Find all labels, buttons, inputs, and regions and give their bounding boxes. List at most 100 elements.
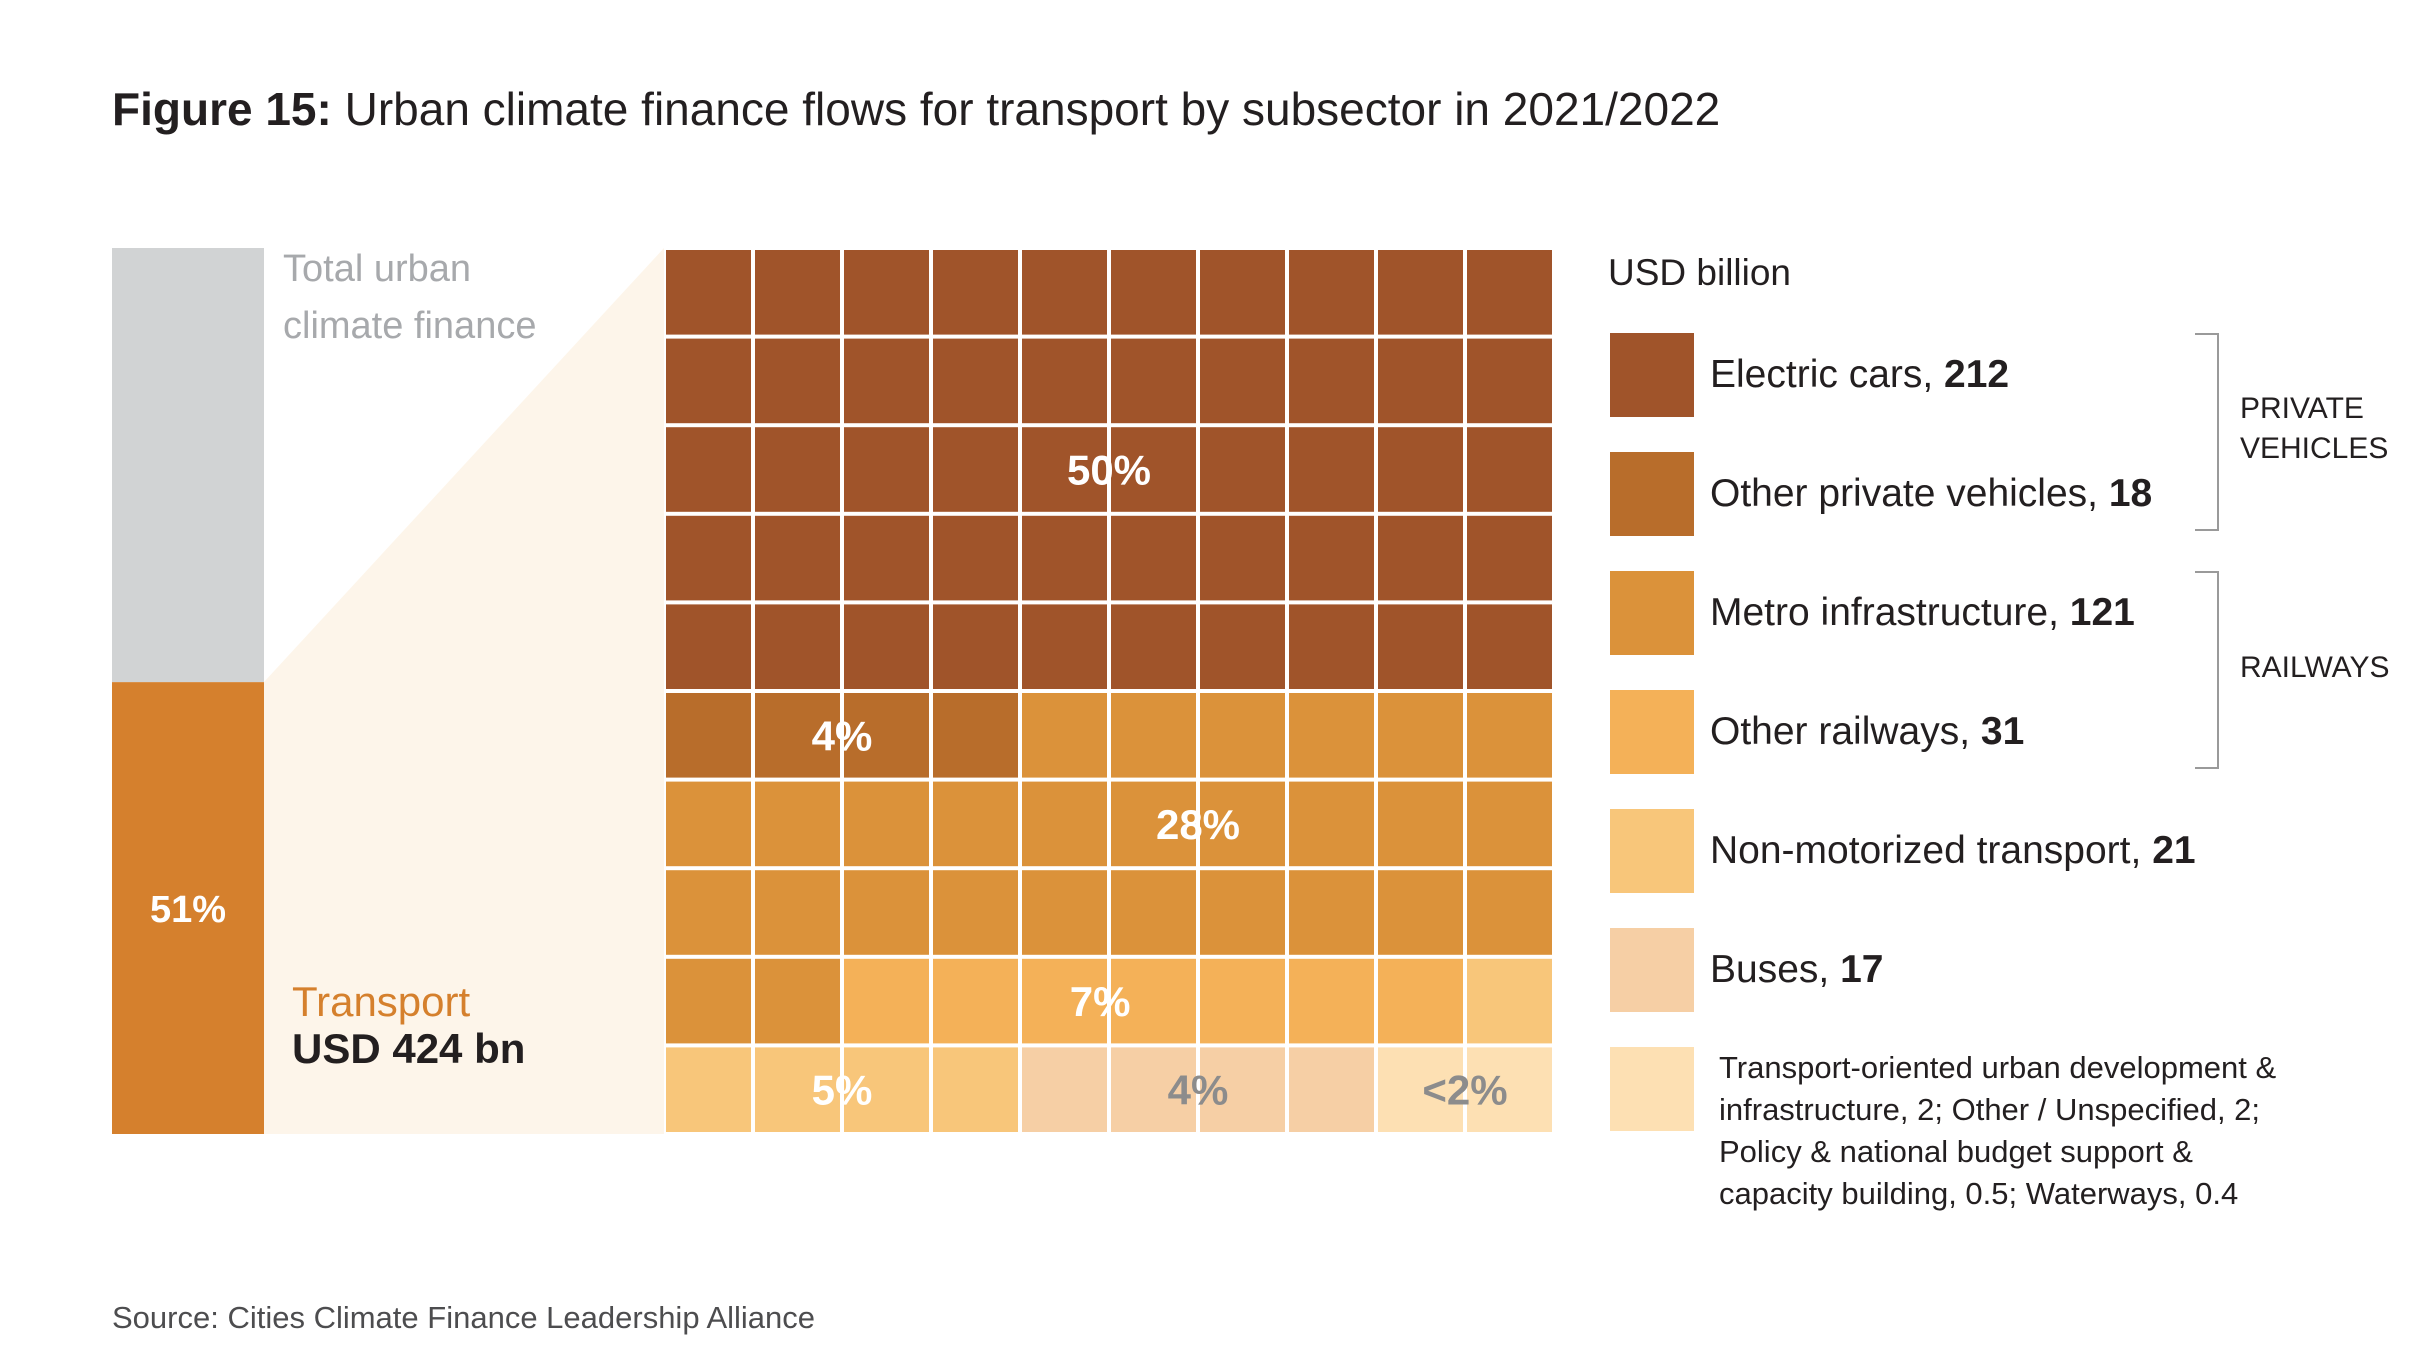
waffle-cell-electric-cars [1378,250,1463,335]
legend-item-non-motorized-transport: Non-motorized transport, 21 [1610,809,2390,893]
waffle-cell-metro-infrastructure [1111,870,1196,955]
waffle-percent-label-non-motorized-transport: 5% [812,1067,873,1114]
legend-swatch-electric-cars [1610,333,1694,417]
waffle-cell-electric-cars [1111,427,1196,512]
legend-label-metro-infrastructure: Metro infrastructure, 121 [1710,591,2135,634]
waffle-cell-metro-infrastructure [755,870,840,955]
waffle-cell-electric-cars [1378,427,1463,512]
waffle-cell-electric-cars [1289,515,1374,601]
waffle-cell-electric-cars [1467,515,1552,601]
waffle-cell-buses [1111,1047,1196,1132]
waffle-percent-label-buses: 4% [1168,1067,1229,1114]
total-label-line2: climate finance [283,305,536,347]
legend-note-line: infrastructure, 2; Other / Unspecified, … [1719,1092,2261,1127]
waffle-cell-metro-infrastructure [844,870,929,955]
waffle-cell-electric-cars [933,250,1018,335]
waffle-cell-other-railways [1289,958,1374,1044]
waffle-cell-electric-cars [1378,515,1463,601]
waffle-cell-metro-infrastructure [1289,781,1374,867]
waffle-cell-metro-infrastructure [1467,870,1552,955]
waffle-cell-other-private-vehicles [755,693,840,778]
waffle-cell-electric-cars [1289,250,1374,335]
waffle-cell-other-railways [933,958,1018,1044]
waffle-cell-metro-infrastructure [755,781,840,867]
waffle-percent-label-other: <2% [1422,1067,1507,1114]
waffle-cell-other [1467,1047,1552,1132]
waffle-cell-electric-cars [844,338,929,424]
waffle-cell-electric-cars [1289,427,1374,512]
waffle-cell-electric-cars [1378,604,1463,689]
transport-label: Transport [292,978,471,1025]
legend-item-metro-infrastructure: Metro infrastructure, 121 [1610,571,2390,655]
legend-swatch-buses [1610,928,1694,1012]
waffle-cell-metro-infrastructure [1378,870,1463,955]
waffle-cell-metro-infrastructure [666,870,751,955]
waffle-percent-labels: 50% 4% 28% 7% 5% 4% <2% [812,447,1508,1114]
total-label-line1: Total urban [283,248,471,290]
waffle-cell-non-motorized-transport [755,1047,840,1132]
waffle-cell-electric-cars [844,250,929,335]
legend-label-electric-cars: Electric cars, 212 [1710,353,2010,396]
waffle-cell-other-private-vehicles [666,693,751,778]
waffle-cell-electric-cars [1111,515,1196,601]
stacked-bar-labels: 51% Total urban climate finance Transpor… [150,248,537,1072]
waffle-cell-non-motorized-transport [1467,958,1552,1044]
waffle-cell-metro-infrastructure [1200,870,1285,955]
waffle-cell-electric-cars [933,338,1018,424]
waffle-cell-metro-infrastructure [933,870,1018,955]
waffle-cell-electric-cars [933,604,1018,689]
bracket-railways [2195,571,2219,769]
waffle-cell-electric-cars [1200,604,1285,689]
waffle-cell-other-railways [1022,958,1107,1044]
legend-swatch-other-private-vehicles [1610,452,1694,536]
waffle-cell-other-railways [1111,958,1196,1044]
chart-title: Figure 15: Urban climate finance flows f… [112,82,1720,136]
legend-item-other-railways: Other railways, 31 [1610,690,2390,774]
waffle-cell-electric-cars [1200,427,1285,512]
waffle-cell-electric-cars [755,427,840,512]
waffle-cell-buses [1022,1047,1107,1132]
waffle-cell-metro-infrastructure [1022,693,1107,778]
waffle-cell-metro-infrastructure [1022,781,1107,867]
funnel-connector [264,248,664,1134]
waffle-cell-metro-infrastructure [1111,693,1196,778]
waffle-cell-non-motorized-transport [933,1047,1018,1132]
waffle-cell-metro-infrastructure [1378,781,1463,867]
waffle-cell-metro-infrastructure [1467,693,1552,778]
legend-item-buses: Buses, 17 [1610,928,2390,1012]
waffle-cell-metro-infrastructure [666,781,751,867]
waffle-percent-label-other-railways: 7% [1070,978,1131,1025]
waffle-cell-electric-cars [933,515,1018,601]
waffle-cell-electric-cars [1467,427,1552,512]
legend-note-other: Transport-oriented urban development & i… [1719,1047,2359,1215]
title-text: Urban climate finance flows for transpor… [344,83,1721,135]
waffle-cell-electric-cars [755,338,840,424]
source-note: Source: Cities Climate Finance Leadershi… [112,1300,816,1335]
legend-label-buses: Buses, 17 [1710,948,1884,991]
waffle-cell-metro-infrastructure [1111,781,1196,867]
legend-item-other-private-vehicles: Other private vehicles, 18 [1610,452,2390,536]
waffle-cell-electric-cars [844,604,929,689]
waffle-cell-electric-cars [1022,427,1107,512]
legend-swatch-non-motorized-transport [1610,809,1694,893]
waffle-cell-electric-cars [755,604,840,689]
waffle-cell-electric-cars [1111,604,1196,689]
legend-label-non-motorized-transport: Non-motorized transport, 21 [1710,829,2196,872]
waffle-cell-other-railways [844,958,929,1044]
legend-swatch-metro-infrastructure [1610,571,1694,655]
waffle-grid [666,250,1552,1132]
waffle-cell-metro-infrastructure [933,781,1018,867]
bracket-private-vehicles [2195,333,2219,531]
waffle-cell-electric-cars [1022,250,1107,335]
waffle-cell-other-private-vehicles [844,693,929,778]
waffle-percent-label-other-private-vehicles: 4% [812,712,873,759]
waffle-cell-electric-cars [1022,338,1107,424]
legend-note-line: capacity building, 0.5; Waterways, 0.4 [1719,1176,2239,1211]
waffle-cell-electric-cars [1200,338,1285,424]
waffle-cell-electric-cars [1111,338,1196,424]
waffle-cell-electric-cars [666,515,751,601]
waffle-cell-buses [1289,1047,1374,1132]
transport-value-label: USD 424 bn [292,1025,525,1072]
waffle-cell-electric-cars [1378,338,1463,424]
waffle-percent-label-metro-infrastructure: 28% [1156,801,1240,848]
